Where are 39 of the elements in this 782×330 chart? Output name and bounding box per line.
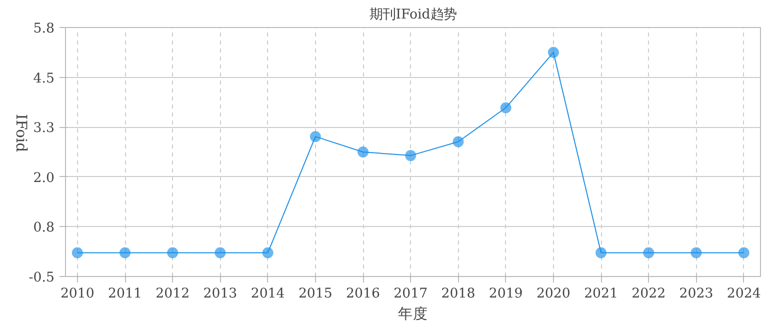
- point: [548, 46, 559, 58]
- x-tick-label: 2011: [108, 286, 142, 302]
- point: [643, 247, 654, 258]
- y-tick-label: 2.0: [33, 170, 55, 186]
- x-tick-label: 2021: [584, 286, 618, 302]
- point: [310, 131, 321, 142]
- y-tick-label: 4.5: [33, 71, 55, 86]
- x-tick-label: 2015: [298, 286, 332, 302]
- point: [452, 136, 464, 148]
- x-tick-label: 2022: [632, 286, 666, 302]
- x-tick-label: 2019: [488, 286, 523, 302]
- x-tick-label: 2016: [346, 286, 380, 302]
- point: [214, 247, 226, 258]
- x-tick-label: 2012: [156, 286, 190, 302]
- x-tick-label: 2013: [203, 286, 238, 302]
- x-tick-label: 2018: [441, 286, 476, 302]
- y-tick-label: -0.5: [28, 270, 55, 286]
- point: [120, 247, 131, 258]
- point: [167, 247, 178, 258]
- x-tick-label: 2010: [60, 286, 94, 302]
- x-tick-label: 2024: [726, 286, 761, 302]
- x-tick-label: 2023: [679, 286, 714, 302]
- point: [500, 102, 512, 114]
- point: [72, 247, 83, 258]
- point: [738, 247, 750, 258]
- point: [596, 247, 607, 258]
- x-tick-label: 2014: [250, 286, 285, 302]
- x-axis-title: 年度: [398, 306, 428, 322]
- y-tick-label: 3.3: [33, 121, 55, 136]
- point: [405, 150, 416, 162]
- x-tick-label: 2020: [536, 286, 570, 302]
- y-axis-title: IFoid: [12, 114, 30, 152]
- point: [262, 247, 274, 258]
- x-tick-label: 2017: [394, 286, 428, 302]
- point: [358, 146, 369, 158]
- chart-title: 期刊IFoid趋势: [370, 8, 456, 22]
- y-tick-label: 0.8: [33, 220, 55, 236]
- point: [690, 247, 702, 258]
- y-tick-label: 5.8: [33, 22, 55, 36]
